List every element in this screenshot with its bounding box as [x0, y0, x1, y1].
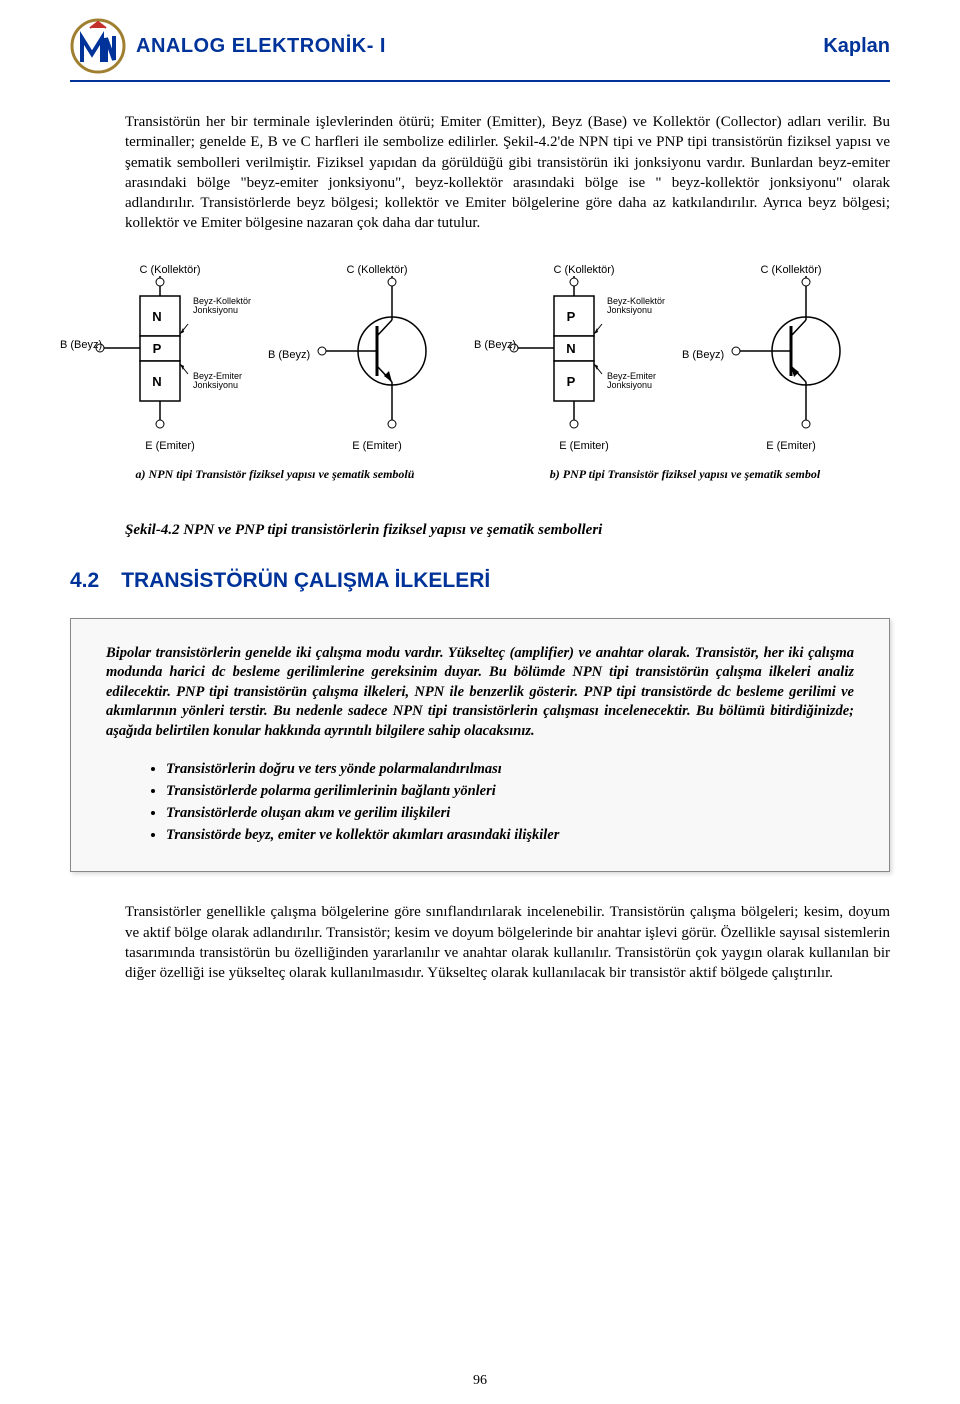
svg-text:P: P: [153, 341, 162, 356]
svg-text:P: P: [567, 309, 576, 324]
author-name: Kaplan: [823, 35, 890, 58]
figure-main-caption: Şekil-4.2 NPN ve PNP tipi transistörleri…: [125, 522, 890, 539]
label-collector-3: C (Kollektör): [484, 264, 684, 276]
svg-text:N: N: [152, 374, 161, 389]
label-collector-2: C (Kollektör): [278, 264, 476, 276]
label-emitter-3: E (Emiter): [484, 440, 684, 452]
section-heading-row: 4.2 TRANSİSTÖRÜN ÇALIŞMA İLKELERİ: [70, 569, 890, 593]
info-box-list: Transistörlerin doğru ve ters yönde pola…: [166, 759, 854, 846]
list-item: Transistörlerde oluşan akım ve gerilim i…: [166, 803, 854, 825]
course-title: ANALOG ELEKTRONİK- I: [136, 35, 386, 58]
label-emitter-2: E (Emiter): [278, 440, 476, 452]
info-box-intro: Bipolar transistörlerin genelde iki çalı…: [106, 644, 854, 742]
figure-4-2: C (Kollektör) N P N B (Beyz) Beyz-Kollek…: [70, 264, 890, 452]
header-left: ANALOG ELEKTRONİK- I: [70, 18, 386, 74]
label-be-junction-2: Beyz-EmiterJonksiyonu: [607, 372, 656, 392]
label-base-3: B (Beyz): [474, 339, 516, 351]
label-emitter-4: E (Emiter): [692, 440, 890, 452]
page-header: ANALOG ELEKTRONİK- I Kaplan: [70, 0, 890, 82]
page-number: 96: [473, 1373, 487, 1389]
label-collector-4: C (Kollektör): [692, 264, 890, 276]
list-item: Transistörde beyz, emiter ve kollektör a…: [166, 825, 854, 847]
closing-paragraph: Transistörler genellikle çalışma bölgele…: [125, 902, 890, 983]
info-box: Bipolar transistörlerin genelde iki çalı…: [70, 618, 890, 873]
label-bk-junction: Beyz-KollektörJonksiyonu: [193, 297, 251, 317]
npn-physical: C (Kollektör) N P N B (Beyz) Beyz-Kollek…: [70, 264, 270, 452]
list-item: Transistörlerde polarma gerilimlerinin b…: [166, 781, 854, 803]
sub-caption-b: b) PNP tipi Transistör fiziksel yapısı v…: [480, 467, 890, 482]
sub-captions: a) NPN tipi Transistör fiziksel yapısı v…: [70, 467, 890, 482]
pnp-schematic: C (Kollektör) B (Beyz) E (Emiter): [692, 264, 890, 452]
section-number: 4.2: [70, 569, 99, 592]
intro-paragraph: Transistörün her bir terminale işlevleri…: [125, 112, 890, 234]
label-emitter: E (Emiter): [70, 440, 270, 452]
svg-text:P: P: [567, 374, 576, 389]
npn-schematic: C (Kollektör) B (Beyz) E (Emiter): [278, 264, 476, 452]
label-be-junction: Beyz-EmiterJonksiyonu: [193, 372, 242, 392]
pnp-physical: C (Kollektör) P N P B (Beyz) Beyz-Kollek…: [484, 264, 684, 452]
label-base-4: B (Beyz): [682, 349, 724, 361]
svg-text:N: N: [152, 309, 161, 324]
label-bk-junction-2: Beyz-KollektörJonksiyonu: [607, 297, 665, 317]
label-collector: C (Kollektör): [70, 264, 270, 276]
section-title: TRANSİSTÖRÜN ÇALIŞMA İLKELERİ: [121, 569, 490, 592]
svg-text:N: N: [566, 341, 575, 356]
label-base-2: B (Beyz): [268, 349, 310, 361]
university-logo-icon: [70, 18, 126, 74]
sub-caption-a: a) NPN tipi Transistör fiziksel yapısı v…: [70, 467, 480, 482]
list-item: Transistörlerin doğru ve ters yönde pola…: [166, 759, 854, 781]
label-base: B (Beyz): [60, 339, 102, 351]
